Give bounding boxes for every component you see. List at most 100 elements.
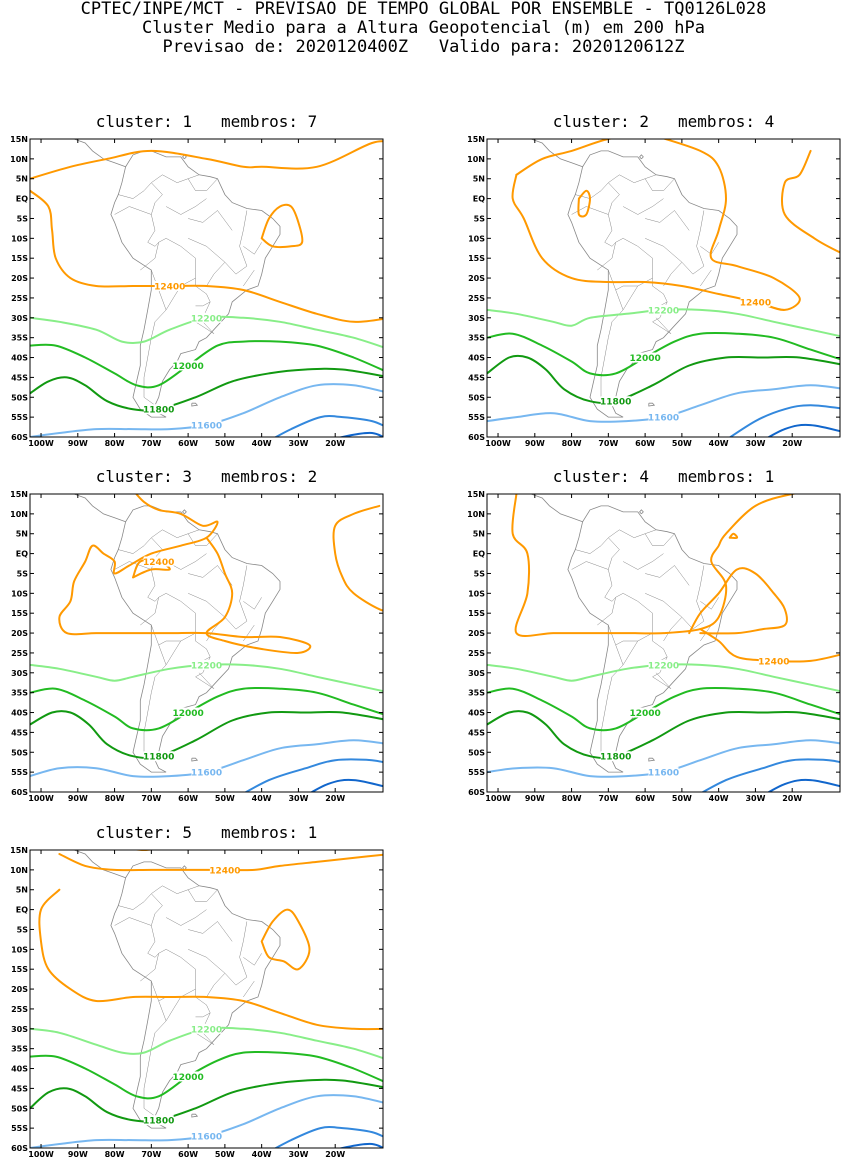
lon-label: 70W <box>141 794 161 803</box>
contour-label-bg <box>191 659 222 670</box>
lon-label: 100W <box>485 794 511 803</box>
contour-11800 <box>487 354 840 404</box>
lon-label: 100W <box>28 1150 54 1159</box>
lat-label: 35S <box>11 689 28 698</box>
contour-label: 11600 <box>191 1133 222 1143</box>
lon-label: 90W <box>525 439 545 448</box>
coastline <box>530 139 583 168</box>
lon-label: 70W <box>141 439 161 448</box>
contour-label-bg <box>143 556 174 567</box>
lat-label: EQ <box>16 550 28 559</box>
lat-label: 5N <box>16 530 28 539</box>
country-border <box>195 278 211 307</box>
map-panel-cluster-2: cluster: 2 membros: 4 12400 12200 12000 1180… <box>467 112 841 451</box>
country-border <box>597 238 653 291</box>
lat-label: 35S <box>11 334 28 343</box>
lat-label: 20S <box>468 274 485 283</box>
geopotential-map: 12400 12200 12000 11800 11600 15N 10N 5N EQ 5S 10S… <box>467 490 841 803</box>
contour-11200 <box>766 778 840 792</box>
lat-label: 10S <box>11 589 28 598</box>
lat-label: 50S <box>11 393 28 402</box>
contour-label: 12000 <box>172 709 203 719</box>
country-border <box>608 537 620 570</box>
chart-header: CPTEC/INPE/MCT - PREVISAO DE TEMPO GLOBA… <box>0 0 847 57</box>
lat-label: 10N <box>10 510 28 519</box>
contour-label-bg <box>648 412 679 423</box>
coastline <box>648 402 656 407</box>
lat-label: 35S <box>11 1045 28 1054</box>
contour-label-bg <box>191 420 222 431</box>
country-border <box>165 640 182 666</box>
contour-label: 12400 <box>154 283 185 293</box>
country-border <box>188 238 226 287</box>
lat-label: 25S <box>11 649 28 658</box>
lat-label: 10S <box>11 945 28 954</box>
contour-11400 <box>273 415 383 437</box>
lon-label: 80W <box>105 439 125 448</box>
lon-label: 20W <box>325 794 345 803</box>
contour-label: 11600 <box>648 414 679 424</box>
contour-label-bg <box>758 655 789 666</box>
panel-title: cluster: 2 membros: 4 <box>552 112 775 131</box>
lon-label: 30W <box>288 794 308 803</box>
country-border <box>140 593 196 646</box>
country-border <box>224 565 248 630</box>
country-border <box>571 561 616 602</box>
contour-11800 <box>30 367 383 412</box>
contour-11400 <box>701 758 840 792</box>
lon-label: 50W <box>672 794 692 803</box>
country-border <box>143 1000 167 1117</box>
lat-label: 15N <box>10 846 28 855</box>
lat-label: 50S <box>468 748 485 757</box>
map-frame <box>29 849 384 1149</box>
country-border <box>118 885 200 910</box>
contour-12400 <box>260 203 304 249</box>
lon-label: 40W <box>252 439 272 448</box>
coastline <box>648 757 656 762</box>
map-frame <box>486 493 841 793</box>
lat-label: 15S <box>11 965 28 974</box>
lat-label: 20S <box>468 629 485 638</box>
lat-label: 5N <box>473 175 485 184</box>
country-border <box>187 178 218 191</box>
coastline <box>567 150 738 418</box>
country-border <box>165 909 207 926</box>
lat-label: 55S <box>468 413 485 422</box>
lon-label: 60W <box>635 794 655 803</box>
lat-label: 15N <box>10 490 28 499</box>
lat-label: 50S <box>468 393 485 402</box>
country-border <box>140 949 196 1002</box>
lat-label: 60S <box>11 1144 28 1153</box>
lat-label: 10N <box>467 510 485 519</box>
contour-11800 <box>30 710 383 759</box>
coastline <box>639 509 644 515</box>
lon-label: 70W <box>141 1150 161 1159</box>
contour-11400 <box>728 404 840 437</box>
lat-label: 5N <box>16 175 28 184</box>
coastline <box>73 139 126 168</box>
lat-label: EQ <box>16 906 28 915</box>
lon-label: 60W <box>178 439 198 448</box>
contour-label: 12000 <box>629 354 660 364</box>
contour-11200 <box>338 431 383 437</box>
country-border <box>575 174 657 199</box>
lat-label: 55S <box>11 1124 28 1133</box>
coastline <box>191 1113 199 1118</box>
country-border <box>165 996 182 1022</box>
country-border <box>622 285 639 311</box>
lon-label: 40W <box>252 1150 272 1159</box>
contour-label-bg <box>191 1131 222 1142</box>
contour-label-bg <box>173 707 204 718</box>
lon-label: 20W <box>782 439 802 448</box>
contour-label: 12400 <box>740 298 771 308</box>
country-border <box>652 633 668 662</box>
lat-label: 60S <box>468 788 485 797</box>
lat-label: 45S <box>11 373 28 382</box>
contour-label-bg <box>648 767 679 778</box>
lon-label: 100W <box>28 794 54 803</box>
lon-label: 60W <box>178 1150 198 1159</box>
contour-11200 <box>766 423 840 437</box>
map-frame <box>29 493 384 793</box>
lat-label: 50S <box>11 748 28 757</box>
contour-label-bg <box>191 312 222 323</box>
